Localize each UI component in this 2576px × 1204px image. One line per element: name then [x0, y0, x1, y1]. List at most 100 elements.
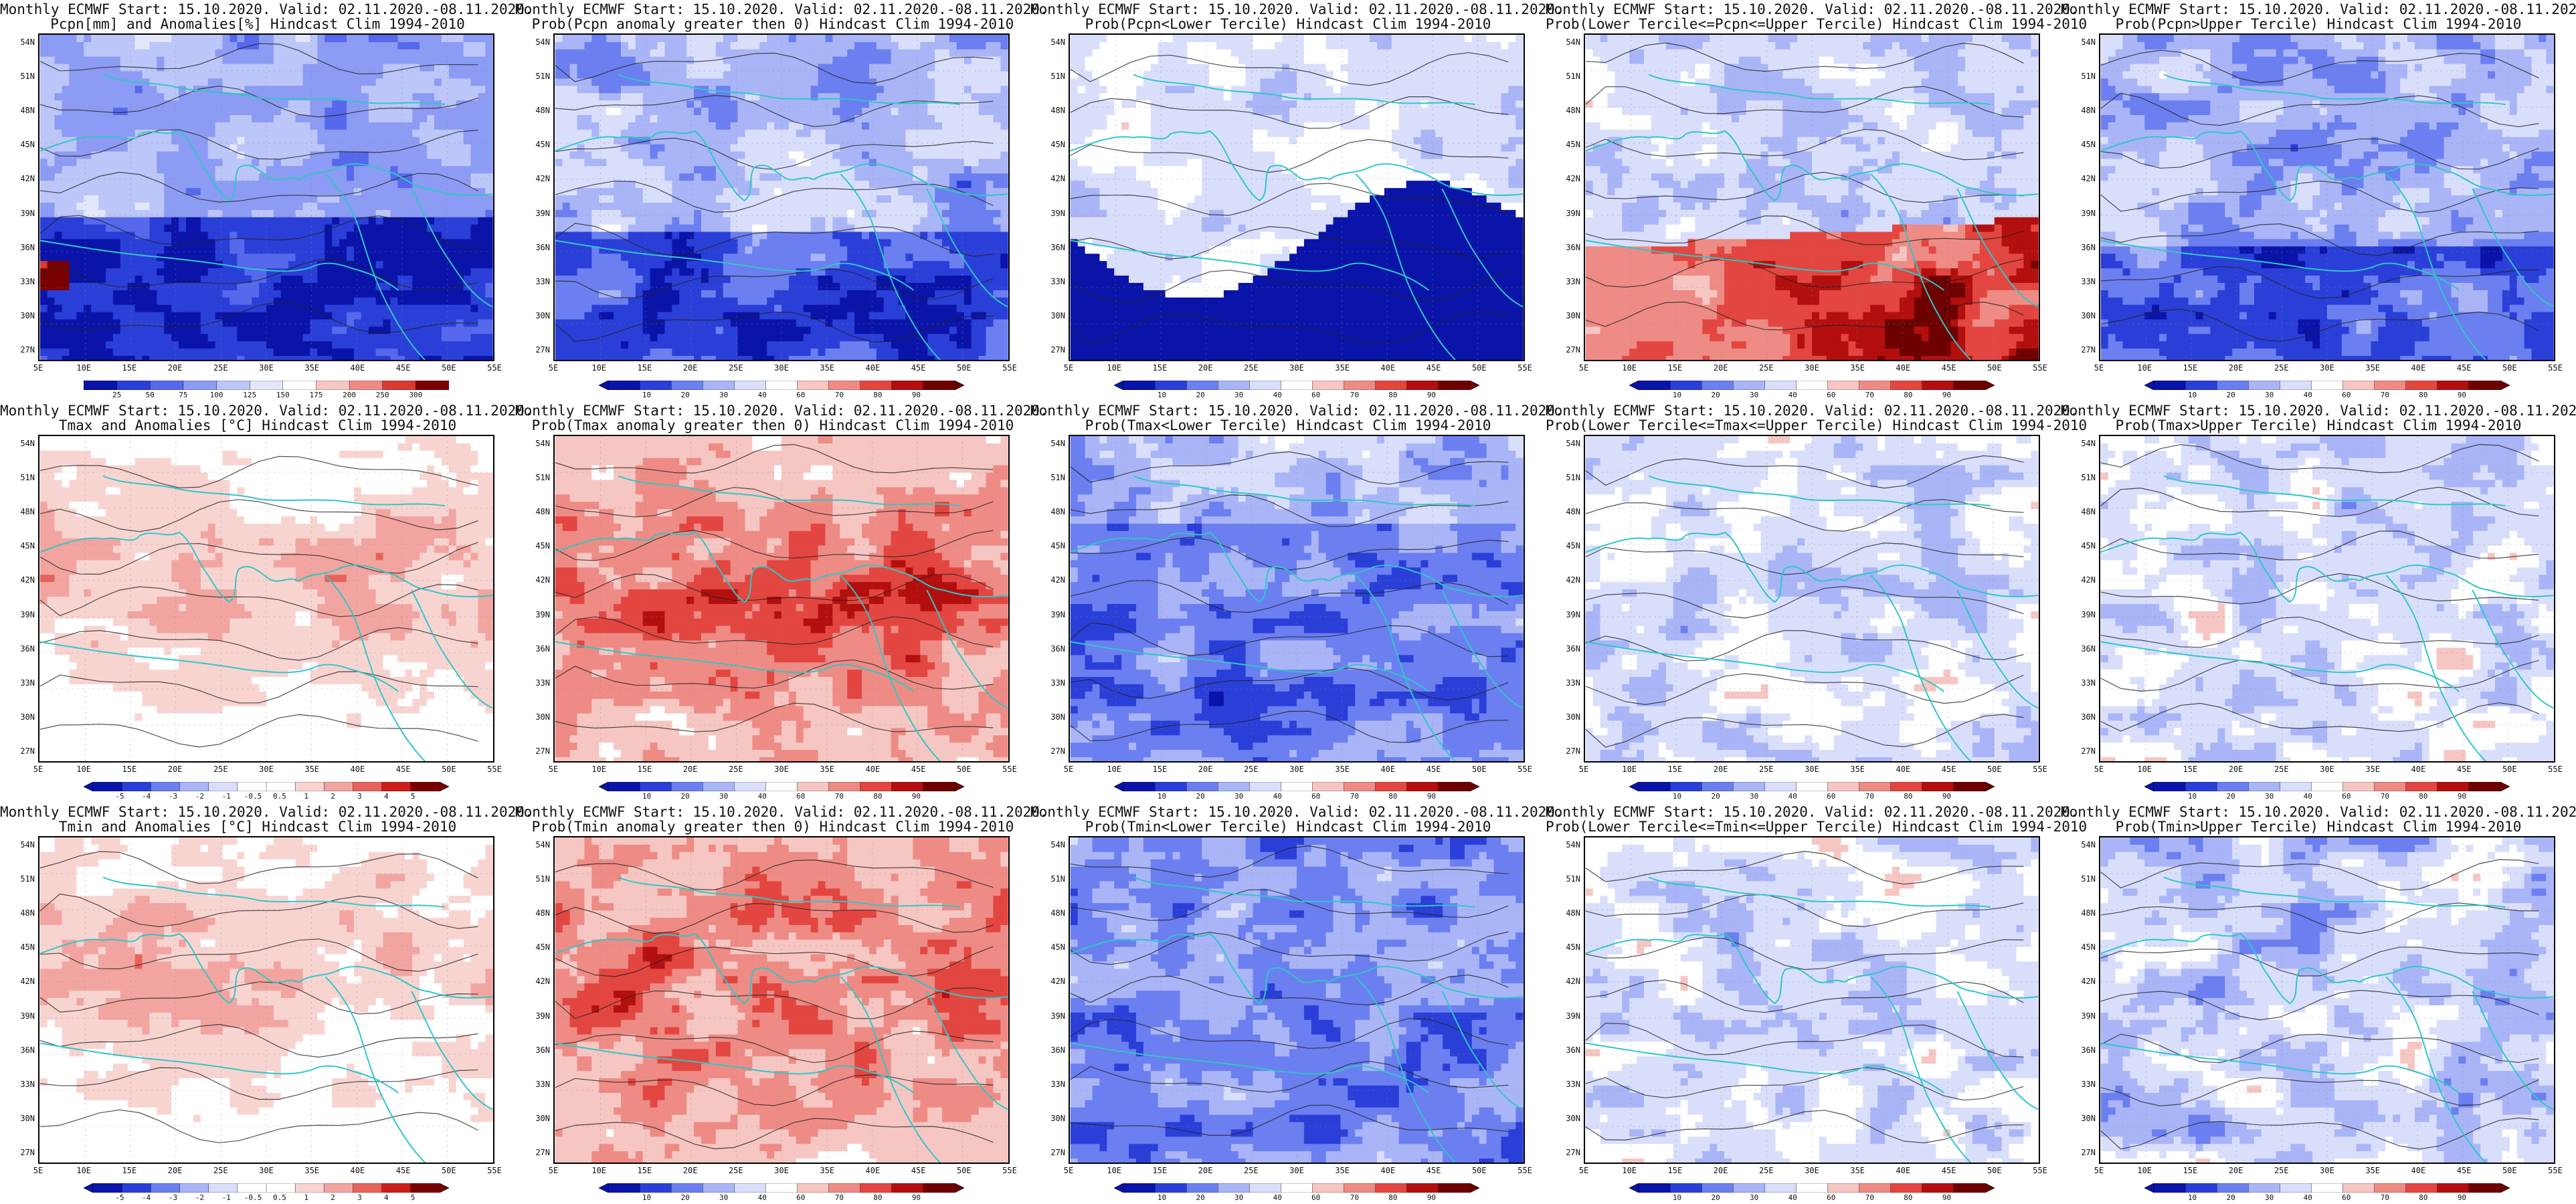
colorbar-tick-label: 90 — [1934, 792, 1958, 801]
colorbar-tick-label: 2 — [321, 792, 345, 801]
lon-label: 45E — [390, 363, 417, 373]
colorbar-tick-label: 10 — [1150, 1193, 1174, 1202]
lat-lon-grid — [39, 436, 493, 761]
colorbar-tick-label: 10 — [2181, 1193, 2205, 1202]
lat-label: 39N — [7, 209, 35, 218]
coastlines — [555, 475, 1008, 761]
lat-label: 51N — [7, 72, 35, 81]
lon-label: 35E — [1844, 765, 1871, 774]
contour-lines — [1070, 52, 1509, 345]
colorbar-tick-label: 70 — [2373, 792, 2397, 801]
lat-label: 51N — [2067, 874, 2096, 884]
colorbar-tick-label: 10 — [635, 792, 659, 801]
lon-label: 55E — [996, 1166, 1023, 1175]
lon-label: 45E — [1936, 363, 1962, 373]
lon-label: 30E — [1799, 363, 1825, 373]
lat-label: 54N — [7, 840, 35, 849]
shaded-field — [1070, 837, 1524, 1163]
colorbar-tick-label: 10 — [1665, 1193, 1689, 1202]
panel-title: Monthly ECMWF Start: 15.10.2020. Valid: … — [515, 805, 1048, 820]
panel-title: Monthly ECMWF Start: 15.10.2020. Valid: … — [1030, 805, 1564, 820]
lon-label: 5E — [1055, 765, 1082, 774]
colorbar-tick-label: 20 — [1704, 391, 1728, 399]
lon-label: 10E — [1616, 363, 1643, 373]
colorbar-tick-label: -3 — [161, 792, 185, 801]
lat-lon-grid — [555, 837, 1008, 1163]
colorbar-tick-label: 40 — [750, 792, 774, 801]
lon-label: 30E — [253, 1166, 280, 1175]
lat-label: 33N — [522, 678, 550, 688]
panel-title: Monthly ECMWF Start: 15.10.2020. Valid: … — [1546, 2, 2079, 17]
coastlines — [39, 74, 493, 360]
lat-label: 42N — [1037, 977, 1065, 986]
forecast-map — [1584, 836, 2040, 1164]
lon-label: 40E — [1890, 765, 1916, 774]
lon-label: 5E — [25, 363, 52, 373]
colorbar-tick-label: 20 — [673, 1193, 697, 1202]
lat-label: 30N — [1552, 712, 1580, 722]
colorbar-tick-label: 60 — [1304, 391, 1328, 399]
lon-label: 25E — [1753, 1166, 1780, 1175]
lon-label: 35E — [814, 765, 840, 774]
forecast-map — [38, 836, 494, 1164]
colorbar-tick-label: 10 — [1665, 792, 1689, 801]
map-field — [555, 35, 1008, 360]
colorbar-tick-label: 70 — [827, 391, 851, 399]
lat-label: 27N — [1037, 345, 1065, 355]
lon-label: 10E — [1616, 1166, 1643, 1175]
colorbar-tick-label: 150 — [271, 391, 295, 399]
colorbar-tick-label: 80 — [1381, 792, 1405, 801]
forecast-map — [1584, 33, 2040, 361]
lat-label: 30N — [2067, 712, 2096, 722]
colorbar-tick-label: 90 — [1934, 1193, 1958, 1202]
colorbar-tick-label: -1 — [214, 1193, 238, 1202]
lat-label: 33N — [1037, 678, 1065, 688]
lon-label: 50E — [1981, 363, 2008, 373]
lon-label: 35E — [1329, 765, 1356, 774]
coastlines — [1585, 876, 2039, 1163]
colorbar-tick-label: 3 — [347, 1193, 371, 1202]
colorbar-tick-label: 30 — [2258, 1193, 2282, 1202]
lon-label: 30E — [768, 363, 795, 373]
lon-label: 15E — [1661, 765, 1688, 774]
lat-label: 27N — [522, 345, 550, 355]
colorbar-tick-label: 4 — [374, 1193, 398, 1202]
lat-lon-grid — [555, 436, 1008, 761]
map-field — [1585, 35, 2039, 360]
lon-label: 35E — [1329, 1166, 1356, 1175]
panel-subtitle: Prob(Pcpn>Upper Tercile) Hindcast Clim 1… — [2061, 17, 2576, 32]
colorbar-tick-label: 70 — [1857, 792, 1881, 801]
lat-label: 42N — [522, 174, 550, 183]
map-field — [39, 35, 493, 360]
colorbar-tick-label: 30 — [1227, 1193, 1251, 1202]
lat-label: 51N — [1037, 473, 1065, 482]
map-field — [1070, 436, 1524, 761]
lat-lon-grid — [39, 35, 493, 360]
lat-label: 30N — [2067, 1114, 2096, 1123]
colorbar-tick-label: 20 — [1188, 391, 1212, 399]
lon-label: 10E — [2131, 1166, 2158, 1175]
coastlines — [2100, 876, 2554, 1163]
colorbar-tick-label: 20 — [2219, 792, 2243, 801]
lon-label: 55E — [2027, 765, 2053, 774]
lon-label: 20E — [2223, 363, 2249, 373]
lon-label: 50E — [951, 765, 978, 774]
lon-label: 20E — [677, 1166, 704, 1175]
lat-label: 42N — [1037, 575, 1065, 585]
lat-label: 42N — [2067, 174, 2096, 183]
colorbar-tick-label: 40 — [2296, 792, 2320, 801]
lat-label: 51N — [522, 72, 550, 81]
lat-label: 30N — [522, 712, 550, 722]
lon-label: 25E — [723, 1166, 749, 1175]
lon-label: 55E — [481, 1166, 508, 1175]
lat-label: 48N — [2067, 908, 2096, 918]
lon-label: 20E — [677, 363, 704, 373]
lon-label: 50E — [1466, 363, 1493, 373]
lat-lon-grid — [1070, 436, 1524, 761]
map-field — [555, 837, 1008, 1163]
lat-label: 54N — [522, 840, 550, 849]
lat-label: 36N — [2067, 1045, 2096, 1055]
colorbar-tick-label: 30 — [1742, 391, 1766, 399]
lon-label: 45E — [1420, 1166, 1447, 1175]
colorbar-tick-label: 60 — [1304, 792, 1328, 801]
